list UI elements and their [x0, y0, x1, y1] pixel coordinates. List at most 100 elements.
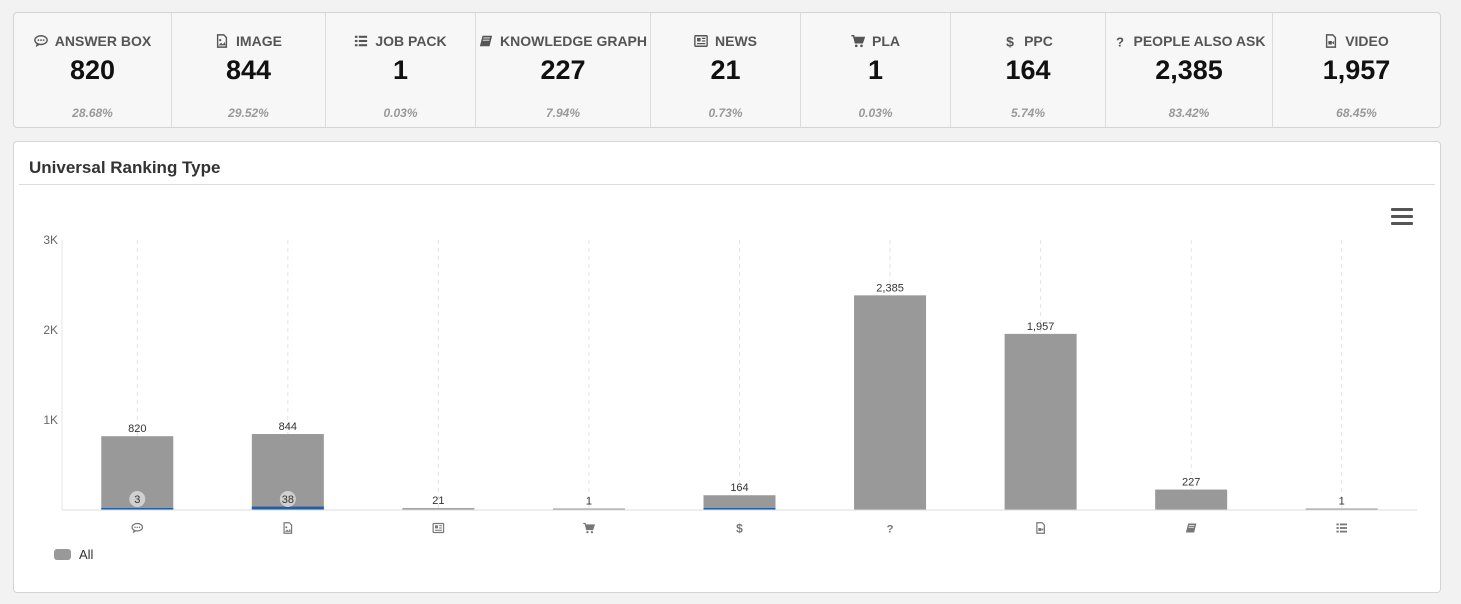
- bar-job-pack[interactable]: [1305, 508, 1378, 511]
- data-label-answer-box: 820: [128, 423, 146, 435]
- stat-percent: 28.68%: [72, 106, 113, 120]
- x-tick-image: [283, 522, 293, 534]
- panel-title: Universal Ranking Type: [29, 158, 221, 177]
- stat-value: 227: [540, 55, 586, 85]
- sub-label-bubble: [129, 491, 146, 507]
- data-label-pla: 1: [586, 496, 592, 508]
- stat-header: ANSWER BOX: [14, 33, 171, 49]
- stat-percent: 29.52%: [228, 106, 269, 120]
- x-tick-pla: [583, 522, 595, 534]
- data-label-news: 21: [432, 495, 444, 507]
- image-icon: [216, 34, 228, 48]
- stat-header: ? PEOPLE ALSO ASK: [1106, 33, 1272, 49]
- stat-percent: 68.45%: [1336, 106, 1377, 120]
- chart-panel: Universal Ranking Type 1K 2K 3K 820 3 844 38 21…: [13, 141, 1441, 593]
- panel-divider: [19, 184, 1435, 185]
- svg-text:?: ?: [887, 524, 894, 536]
- x-tick-ppc: $: [736, 522, 743, 536]
- newspaper-icon: [432, 522, 445, 534]
- stat-value: 2,385: [1155, 55, 1223, 85]
- book-icon: [479, 35, 493, 47]
- dollar-icon: $: [1006, 34, 1014, 48]
- sub-bar-answer-box[interactable]: [101, 508, 174, 510]
- list-icon: [355, 35, 368, 47]
- stat-video[interactable]: VIDEO 1,957 68.45%: [1273, 13, 1440, 127]
- stat-answer-box[interactable]: ANSWER BOX 820 28.68%: [14, 13, 172, 127]
- data-label-job-pack: 1: [1339, 496, 1345, 508]
- stat-image[interactable]: IMAGE 844 29.52%: [172, 13, 326, 127]
- shopping-cart-icon: [583, 522, 595, 534]
- newspaper-icon: [694, 35, 708, 47]
- stat-header: KNOWLEDGE GRAPH: [476, 33, 650, 49]
- stat-knowledge-graph[interactable]: KNOWLEDGE GRAPH 227 7.94%: [476, 13, 651, 127]
- stat-label: NEWS: [715, 33, 757, 49]
- bar-knowledge-graph[interactable]: [1155, 489, 1228, 510]
- x-tick-knowledge-graph: [1185, 523, 1197, 533]
- video-file-icon: [1036, 522, 1045, 534]
- stat-header: JOB PACK: [326, 33, 475, 49]
- stat-header: $ PPC: [951, 33, 1105, 49]
- stat-percent: 0.73%: [708, 106, 743, 120]
- shopping-cart-icon: [851, 35, 865, 48]
- stat-value: 164: [1005, 55, 1051, 85]
- stat-value: 1,957: [1322, 55, 1391, 85]
- y-tick-label: 1K: [43, 413, 58, 427]
- bar-people-also-ask[interactable]: [854, 295, 927, 510]
- sub-data-label-image: 38: [282, 494, 294, 506]
- stat-label: PLA: [872, 33, 900, 49]
- stat-value: 820: [69, 55, 116, 85]
- stat-label: JOB PACK: [375, 33, 447, 49]
- sub-bar-ppc[interactable]: [703, 508, 776, 510]
- stat-header: NEWS: [651, 33, 800, 49]
- stat-label: ANSWER BOX: [54, 33, 152, 49]
- y-tick-label: 2K: [43, 323, 58, 337]
- stat-header: IMAGE: [172, 33, 325, 49]
- speech-bubble-icon: [33, 35, 48, 48]
- x-tick-job-pack: [1336, 523, 1347, 533]
- image-icon: [283, 522, 293, 534]
- stat-label: PPC: [1024, 33, 1053, 49]
- data-label-ppc: 164: [730, 482, 748, 494]
- stat-percent: 0.03%: [858, 106, 893, 120]
- sub-bar-image[interactable]: [251, 506, 324, 510]
- legend-label-all: All: [79, 547, 94, 562]
- sub-label-bubble: [279, 491, 296, 507]
- data-label-people-also-ask: 2,385: [876, 282, 904, 294]
- stat-percent: 7.94%: [545, 106, 581, 120]
- list-icon: [1336, 523, 1347, 533]
- stat-value: 1: [867, 55, 884, 85]
- stat-header: VIDEO: [1273, 33, 1440, 49]
- stat-value: 21: [710, 55, 741, 85]
- stat-value: 1: [392, 55, 409, 85]
- bar-ppc[interactable]: [703, 495, 776, 510]
- bar-video[interactable]: [1004, 333, 1077, 510]
- stat-job-pack[interactable]: JOB PACK 1 0.03%: [326, 13, 476, 127]
- svg-text:?: ?: [1115, 34, 1123, 48]
- bar-news[interactable]: [402, 508, 475, 510]
- data-label-image: 844: [279, 421, 297, 433]
- stat-pla[interactable]: PLA 1 0.03%: [801, 13, 951, 127]
- x-tick-answer-box: [131, 522, 144, 534]
- chart-menu-button[interactable]: [1391, 208, 1413, 226]
- stat-ppc[interactable]: $ PPC 164 5.74%: [951, 13, 1106, 127]
- stat-news[interactable]: NEWS 21 0.73%: [651, 13, 801, 127]
- bar-chart: 1K 2K 3K 820 3 844 38 21 1 164 $2,385? 1,957 227 1: [43, 233, 1417, 536]
- bar-pla[interactable]: [552, 508, 625, 511]
- x-tick-news: [432, 522, 445, 534]
- y-tick-label: 3K: [43, 233, 58, 247]
- svg-text:$: $: [1006, 34, 1014, 48]
- speech-bubble-icon: [131, 522, 144, 534]
- video-file-icon: [1326, 34, 1337, 48]
- x-tick-people-also-ask: ?: [887, 524, 894, 536]
- stat-header: PLA: [801, 33, 950, 49]
- sub-data-label-answer-box: 3: [134, 494, 140, 506]
- stat-label: KNOWLEDGE GRAPH: [500, 33, 647, 49]
- stat-paa[interactable]: ? PEOPLE ALSO ASK 2,385 83.42%: [1106, 13, 1273, 127]
- legend-swatch-all: [54, 549, 71, 560]
- stat-value: 844: [225, 55, 272, 85]
- svg-text:$: $: [736, 522, 743, 536]
- stat-percent: 83.42%: [1168, 106, 1210, 120]
- stat-label: IMAGE: [236, 33, 282, 49]
- question-icon: ?: [1115, 34, 1123, 48]
- chart-legend[interactable]: All: [54, 547, 93, 562]
